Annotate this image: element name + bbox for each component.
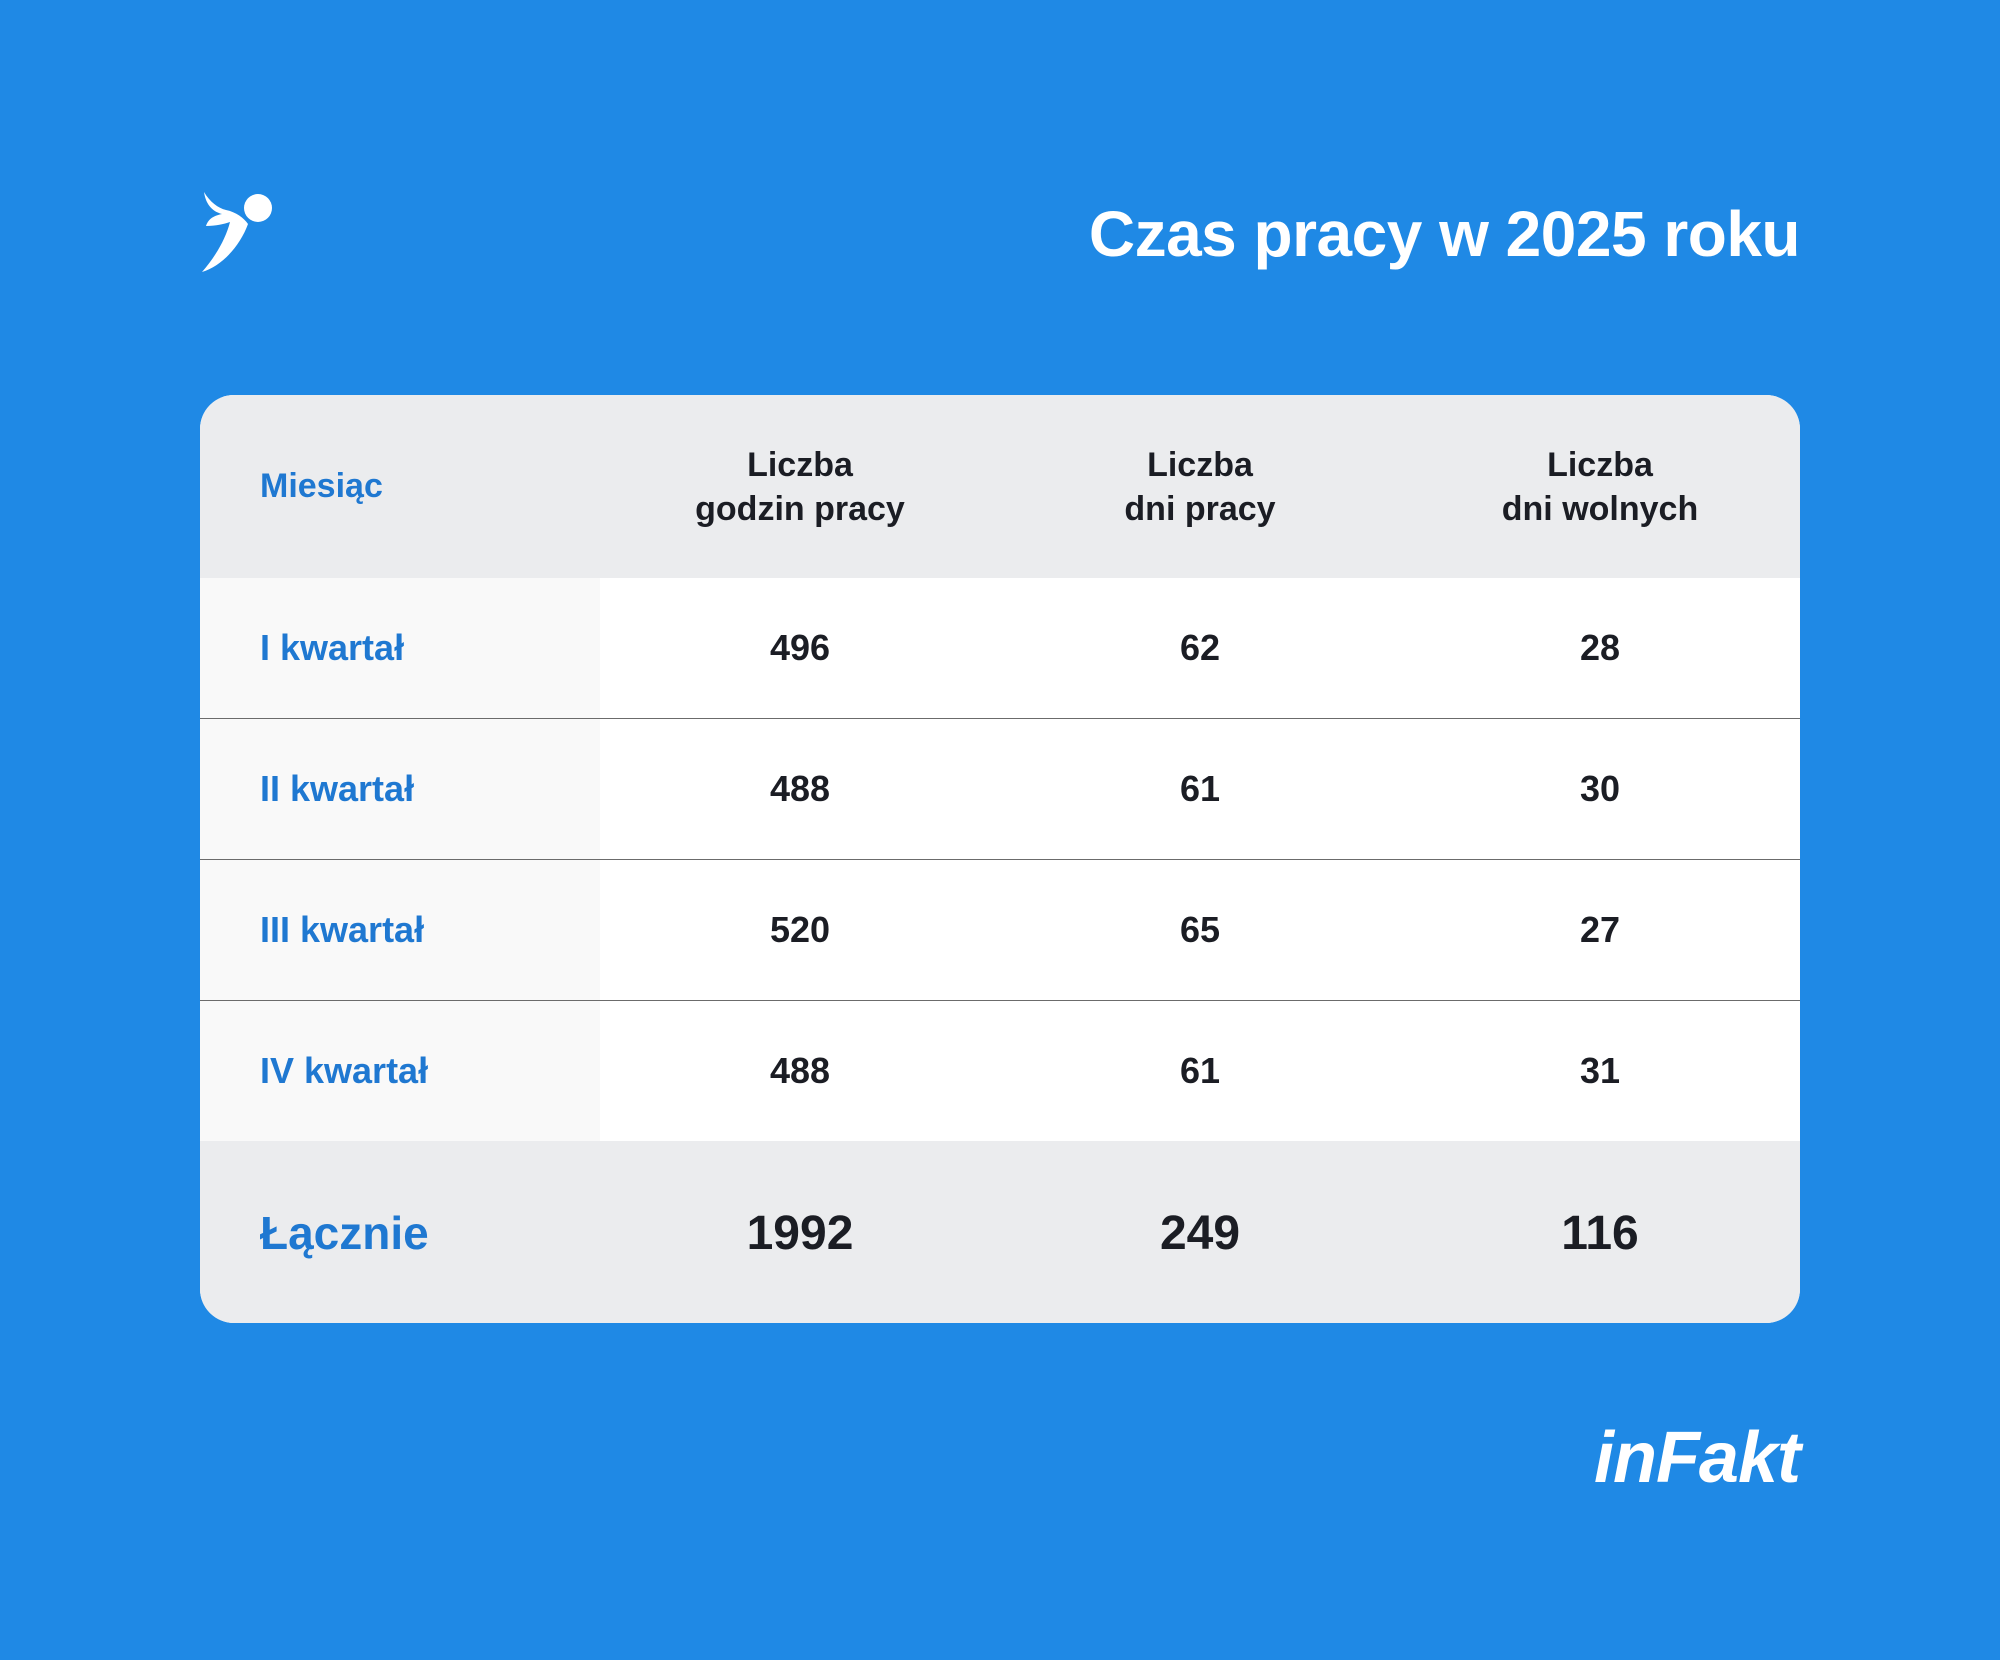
total-free-days: 116 [1561, 1206, 1639, 1260]
column-header-free-days-line2: dni wolnych [1501, 489, 1699, 528]
table-row: II kwartał 488 61 30 [200, 718, 1800, 859]
row-label: I kwartał [200, 578, 600, 718]
cell-work-days: 61 [1179, 768, 1221, 809]
cell-hours: 488 [769, 768, 831, 809]
row-label: II kwartał [200, 719, 600, 859]
column-header-work-days-line2: dni pracy [1124, 489, 1276, 528]
column-header-work-days: Liczba dni pracy [1000, 395, 1400, 578]
table-row: I kwartał 496 62 28 [200, 578, 1800, 718]
column-header-work-days-line1: Liczba [1147, 445, 1253, 484]
cell-hours: 488 [769, 1050, 831, 1091]
total-label: Łącznie [260, 1207, 429, 1259]
column-header-free-days-line1: Liczba [1547, 445, 1653, 484]
cell-free-days: 27 [1579, 909, 1621, 950]
cell-hours: 496 [769, 627, 831, 668]
page-title: Czas pracy w 2025 roku [1088, 198, 1801, 270]
winged-figure-logo-icon [202, 192, 272, 272]
column-header-month: Miesiąc [260, 467, 383, 505]
total-hours: 1992 [746, 1206, 854, 1260]
table-header-row: Miesiąc Liczba godzin pracy Liczba dni p… [200, 395, 1800, 578]
infakt-wordmark-logo: inFakt [1593, 1418, 1801, 1498]
column-header-hours-line1: Liczba [747, 445, 853, 484]
work-time-table: Miesiąc Liczba godzin pracy Liczba dni p… [200, 395, 1800, 1323]
table-total-row: Łącznie 1992 249 116 [200, 1141, 1800, 1323]
cell-free-days: 28 [1579, 627, 1621, 668]
cell-free-days: 30 [1579, 768, 1621, 809]
column-header-hours: Liczba godzin pracy [600, 395, 1000, 578]
cell-free-days: 31 [1579, 1050, 1621, 1091]
table-row: IV kwartał 488 61 31 [200, 1000, 1800, 1141]
cell-work-days: 61 [1179, 1050, 1221, 1091]
cell-work-days: 65 [1179, 909, 1221, 950]
cell-work-days: 62 [1179, 627, 1221, 668]
column-header-free-days: Liczba dni wolnych [1400, 395, 1800, 578]
row-label: III kwartał [200, 860, 600, 1000]
total-work-days: 249 [1159, 1206, 1241, 1260]
table-row: III kwartał 520 65 27 [200, 859, 1800, 1000]
row-label: IV kwartał [200, 1001, 600, 1141]
column-header-hours-line2: godzin pracy [695, 489, 905, 528]
cell-hours: 520 [769, 909, 831, 950]
